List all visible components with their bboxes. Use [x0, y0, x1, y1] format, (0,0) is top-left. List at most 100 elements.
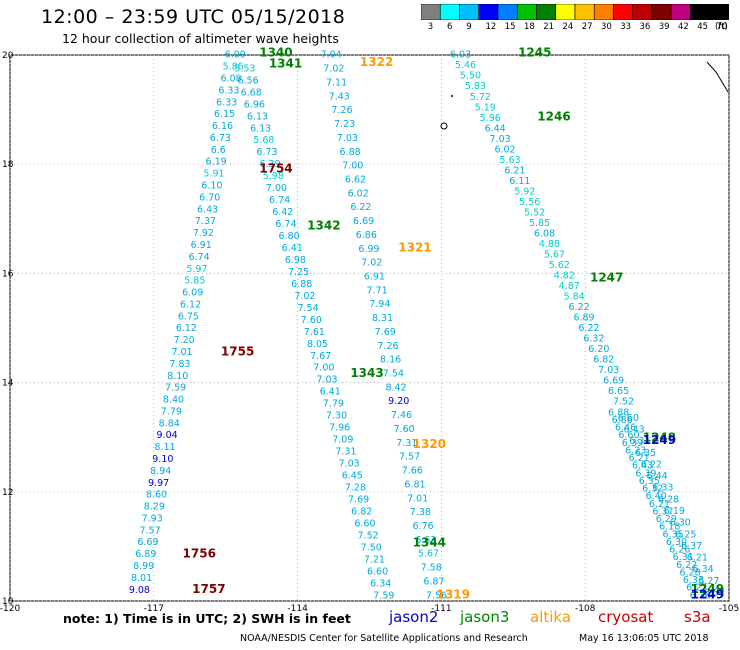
swh-value: 7.92: [193, 228, 214, 239]
swh-value: 7.00: [342, 161, 363, 172]
pass-time-label: 1249: [691, 582, 724, 596]
swh-value: 5.19: [475, 102, 496, 113]
swh-value: 6.73: [210, 133, 231, 144]
island: [440, 122, 448, 130]
pass-time-label: 1344: [413, 535, 446, 549]
swh-value: 6.10: [201, 181, 222, 192]
swh-value: 6.74: [269, 195, 290, 206]
swh-value: 6.39: [260, 159, 281, 170]
swh-value: 6.82: [593, 354, 614, 365]
swh-value: 6.62: [345, 174, 366, 185]
swh-value: 7.79: [323, 399, 344, 410]
swh-value: 7.28: [345, 482, 366, 493]
swh-value: 5.86: [223, 62, 244, 73]
x-tick-label: -120: [0, 604, 20, 614]
swh-value: 6.13: [250, 123, 271, 134]
swh-value: 7.25: [288, 267, 309, 278]
colorbar-tick-label: 21: [543, 22, 555, 32]
swh-value: 6.32: [642, 484, 663, 495]
swh-value: 6.65: [608, 386, 629, 397]
swh-value: 7.69: [375, 327, 396, 338]
swh-value: 8.42: [385, 382, 406, 393]
swh-value: 8.10: [167, 371, 188, 382]
swh-value: 9.08: [129, 585, 150, 596]
swh-value: 5.85: [529, 218, 550, 229]
swh-value: 8.16: [380, 355, 401, 366]
swh-value: 6.28: [679, 567, 700, 578]
swh-value: 5.91: [203, 169, 224, 180]
swh-value: 5.56: [519, 197, 540, 208]
colorbar-tick-label: 6: [446, 22, 453, 32]
swh-value: 6.99: [358, 244, 379, 255]
swh-value: 6.60: [367, 566, 388, 577]
legend-entry: jason2: [389, 608, 439, 626]
colorbar-tick-label: 45: [697, 22, 709, 32]
swh-value: 6.35: [635, 448, 656, 459]
swh-value: 6.36: [690, 590, 711, 601]
swh-value: 4.87: [559, 281, 580, 292]
swh-value: 8.84: [159, 418, 180, 429]
swh-value: 7.56: [426, 590, 447, 601]
swh-value: 6.89: [573, 312, 594, 323]
swh-value: 7.52: [358, 530, 379, 541]
swh-value: 7.43: [329, 91, 350, 102]
swh-value: 7.04: [321, 50, 342, 61]
pass-time-label: 1248: [643, 431, 676, 445]
plot-frame: [9, 54, 730, 602]
swh-value: 7.58: [421, 563, 442, 574]
swh-value: 7.02: [323, 64, 344, 75]
pass-time-label: 1249: [643, 433, 676, 447]
y-tick-label: 20: [2, 51, 14, 61]
y-tick-label: 16: [2, 269, 14, 279]
swh-value: 5.53: [234, 63, 255, 74]
swh-value: 6.46: [615, 423, 636, 434]
swh-value: 5.96: [480, 113, 501, 124]
swh-value: 8.99: [133, 561, 154, 572]
legend-entry: jason3: [460, 608, 510, 626]
swh-value: 6.02: [494, 144, 515, 155]
x-tick-label: -108: [575, 604, 596, 614]
legend-entry: s3a: [684, 608, 711, 626]
swh-value: 7.03: [598, 365, 619, 376]
swh-value: 6.22: [676, 560, 697, 571]
swh-value: 6.41: [320, 387, 341, 398]
swh-value: 7.66: [402, 466, 423, 477]
swh-value: 7.26: [377, 341, 398, 352]
swh-value: 6.98: [285, 255, 306, 266]
pass-time-label: 1342: [307, 219, 340, 233]
swh-value: 7.03: [490, 134, 511, 145]
swh-value: 5.52: [524, 207, 545, 218]
footnote: note: 1) Time is in UTC; 2) SWH is in fe…: [63, 611, 351, 626]
swh-value: 6.56: [237, 75, 258, 86]
swh-value: 6.09: [182, 288, 203, 299]
swh-value: 6.39: [622, 438, 643, 449]
island: [451, 95, 453, 97]
swh-value: 6.15: [214, 109, 235, 120]
swh-value: 9.04: [157, 430, 178, 441]
pass-time-label: 1245: [518, 46, 551, 60]
swh-value: 6.23: [625, 445, 646, 456]
swh-value: 7.20: [174, 335, 195, 346]
pass-time-label: 1249: [691, 587, 724, 601]
swh-value: 6.87: [423, 576, 444, 587]
pass-time-label: 1246: [537, 110, 570, 124]
swh-value: 5.85: [184, 276, 205, 287]
swh-value: 7.21: [364, 554, 385, 565]
swh-value: 7.31: [396, 438, 417, 449]
pass-time-label: 1320: [413, 437, 446, 451]
swh-value: 7.09: [332, 435, 353, 446]
swh-value: 6.09: [225, 50, 246, 61]
swh-value: 7.50: [361, 542, 382, 553]
swh-value: 5.50: [460, 71, 481, 82]
swh-value: 6.20: [588, 344, 609, 355]
swh-value: 7.03: [339, 459, 360, 470]
swh-value: 5.98: [263, 171, 284, 182]
pass-time-label: 1321: [398, 241, 431, 255]
swh-value: 6.30: [666, 537, 687, 548]
swh-value: 6.12: [176, 323, 197, 334]
y-tick-label: 10: [2, 597, 14, 607]
pass-time-label: 1341: [269, 57, 302, 71]
swh-value: 6.29: [656, 514, 677, 525]
swh-value: 6.60: [354, 518, 375, 529]
swh-value: 5.63: [499, 155, 520, 166]
